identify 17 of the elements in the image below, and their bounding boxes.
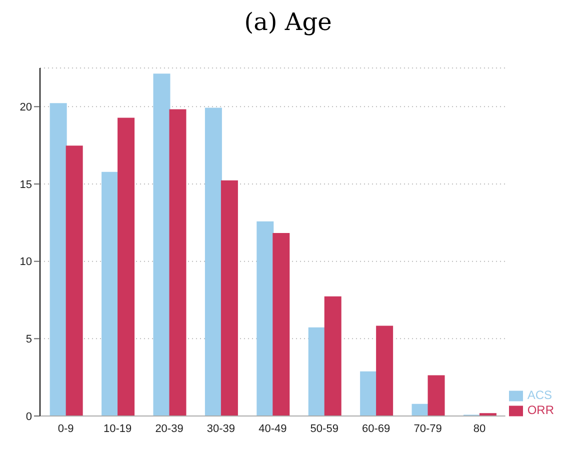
chart-title: (a) Age — [243, 8, 333, 38]
x-tick-label: 70-79 — [414, 422, 442, 435]
legend-label: ORR — [527, 403, 554, 418]
x-tick-label: 40-49 — [258, 422, 287, 435]
y-tick-label: 20 — [20, 102, 32, 114]
x-tick-label: 10-19 — [103, 422, 132, 435]
x-tick-label: 30-39 — [206, 422, 236, 435]
y-tick-label: 15 — [20, 178, 32, 191]
x-tick-label: 0-9 — [58, 422, 74, 435]
x-tick-label: 80 — [473, 422, 486, 435]
x-tick-label: 20-39 — [155, 422, 184, 435]
x-tick-label: 50-59 — [310, 422, 338, 435]
x-tick-label: 60-69 — [362, 422, 390, 435]
y-tick-label: 10 — [20, 256, 32, 268]
y-tick-label: 0 — [26, 410, 32, 423]
legend-label: ACS — [527, 388, 552, 402]
y-tick-label: 5 — [26, 334, 32, 346]
